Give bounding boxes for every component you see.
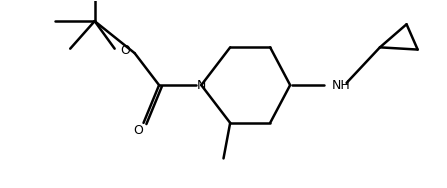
Text: N: N [197,79,206,92]
Text: O: O [133,124,143,137]
Text: NH: NH [332,79,350,92]
Text: O: O [120,43,130,57]
